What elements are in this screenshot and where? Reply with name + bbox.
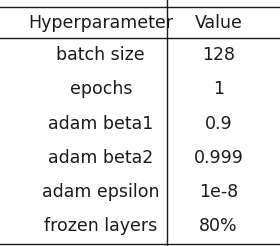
Text: 128: 128	[202, 46, 235, 64]
Text: adam beta2: adam beta2	[48, 149, 153, 167]
Text: adam epsilon: adam epsilon	[42, 183, 160, 201]
Text: 1: 1	[213, 80, 224, 98]
Text: frozen layers: frozen layers	[44, 217, 157, 235]
Text: adam beta1: adam beta1	[48, 115, 153, 133]
Text: batch size: batch size	[57, 46, 145, 64]
Text: 0.9: 0.9	[205, 115, 232, 133]
Text: epochs: epochs	[69, 80, 132, 98]
Text: Hyperparameter: Hyperparameter	[28, 14, 173, 32]
Text: 0.999: 0.999	[193, 149, 243, 167]
Text: 80%: 80%	[199, 217, 238, 235]
Text: Value: Value	[195, 14, 242, 32]
Text: 1e-8: 1e-8	[199, 183, 238, 201]
